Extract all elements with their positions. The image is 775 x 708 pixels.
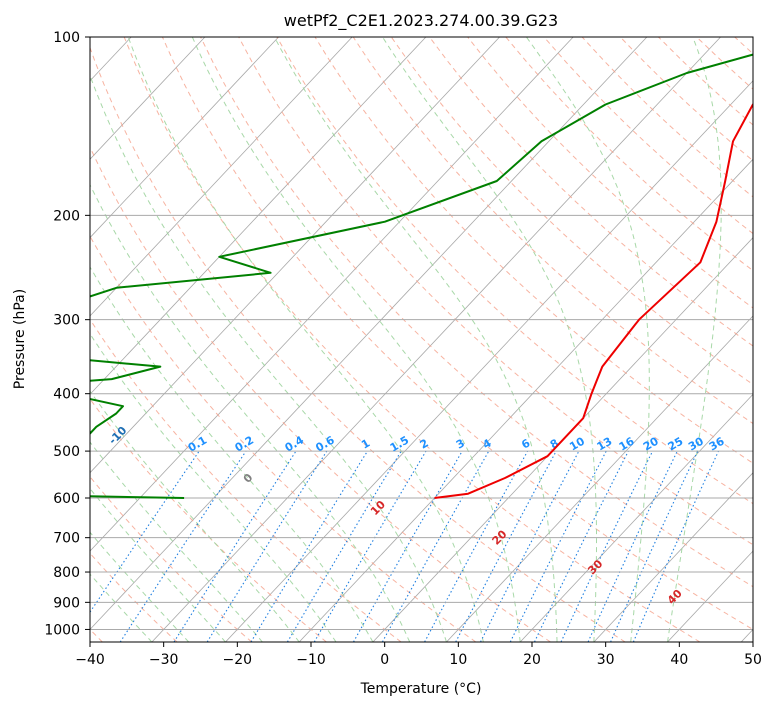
sounding-profiles	[90, 53, 753, 499]
y-tick-label: 400	[53, 387, 80, 403]
mixing-ratio-line	[424, 450, 529, 642]
y-axis-ticks: 100 200 300 400 500 600 700 800 900 1000	[44, 30, 90, 638]
dry-adiabat-line	[123, 37, 701, 642]
moist-adiabat-line	[90, 332, 337, 642]
isotherm-line	[446, 315, 753, 642]
pressure-grid	[90, 37, 753, 630]
isotherm-line	[593, 472, 753, 642]
x-axis-label: Temperature (°C)	[360, 681, 482, 697]
isotherm-line	[90, 37, 648, 631]
mixing-ratio-line	[173, 450, 297, 642]
moist-adiabat-line	[90, 441, 263, 642]
y-tick-label: 200	[53, 208, 80, 224]
isotherm-line	[151, 37, 721, 642]
dry-adiabat-line	[90, 146, 551, 642]
x-tick-label: 10	[449, 652, 467, 668]
mixing-ratio-line	[632, 450, 719, 642]
mixing-ratio-line	[610, 450, 699, 642]
plot-frame	[89, 36, 754, 643]
isotherm-line	[0, 37, 58, 642]
y-tick-label: 100	[53, 30, 80, 46]
moist-adiabat-line	[127, 37, 484, 642]
y-axis-label: Pressure (hPa)	[12, 289, 28, 389]
moist-adiabat-line	[525, 37, 650, 642]
chart-title: wetPf2_C2E1.2023.274.00.39.G23	[284, 11, 558, 31]
y-tick-label: 300	[53, 313, 80, 329]
x-tick-label: 0	[380, 652, 389, 668]
x-tick-label: 50	[744, 652, 762, 668]
dry-adiabat-line	[90, 318, 402, 642]
x-tick-label: 30	[597, 652, 615, 668]
mixing-ratio-line	[534, 450, 629, 642]
x-tick-label: −10	[296, 652, 326, 668]
moist-adiabat-line	[90, 390, 300, 642]
y-tick-label: 500	[53, 444, 80, 460]
isotherm-line	[90, 37, 427, 395]
x-tick-label: −20	[223, 652, 253, 668]
isotherm-line	[90, 37, 279, 239]
dry-adiabat-line	[467, 37, 753, 309]
mixing-ratio-line	[119, 450, 247, 642]
dry-adiabat-line	[238, 37, 753, 546]
moist-adiabat-line	[90, 183, 411, 642]
y-tick-label: 800	[53, 565, 80, 581]
dry-adiabat-line	[161, 37, 753, 630]
mixing-ratio-line	[509, 450, 607, 642]
moist-adiabat-line	[273, 37, 558, 642]
isotherm-line	[90, 37, 206, 160]
moist-adiabat-line	[667, 37, 722, 642]
dry-adiabat-line	[90, 235, 477, 642]
moist-adiabat-line	[90, 266, 374, 642]
dry-adiabat-line	[90, 46, 626, 642]
dry-adiabat-line	[352, 37, 753, 425]
moist-adiabat-line	[382, 37, 597, 642]
plot-background	[90, 37, 753, 642]
x-axis-ticks: −40 −30 −20 −10 0 10 20 30 40 50	[75, 642, 762, 668]
y-tick-label: 600	[53, 491, 80, 507]
temperature-profile	[434, 103, 753, 499]
moist-adiabat-line	[191, 37, 521, 642]
dry-adiabat-line	[200, 37, 753, 588]
x-tick-label: 40	[670, 652, 688, 668]
isotherm-line	[225, 80, 753, 642]
x-tick-label: −40	[75, 652, 105, 668]
dry-adiabat-line	[90, 475, 253, 642]
isotherm-line	[372, 237, 753, 642]
y-tick-label: 700	[53, 531, 80, 547]
y-tick-label: 900	[53, 595, 80, 611]
x-tick-label: 20	[523, 652, 541, 668]
moist-adiabat-line	[90, 573, 153, 642]
isotherm-line	[90, 37, 500, 474]
mixing-ratio-line	[250, 450, 368, 642]
moist-adiabat-line	[90, 487, 226, 642]
dewpoint-profile	[90, 53, 753, 499]
isotherm-line	[519, 393, 753, 642]
y-tick-label: 1000	[44, 622, 80, 638]
moist-adiabat-line	[90, 531, 190, 642]
isotherm-line	[90, 37, 353, 317]
x-tick-label: −30	[149, 652, 179, 668]
isotherm-line	[90, 37, 574, 552]
background-lines	[0, 37, 753, 642]
